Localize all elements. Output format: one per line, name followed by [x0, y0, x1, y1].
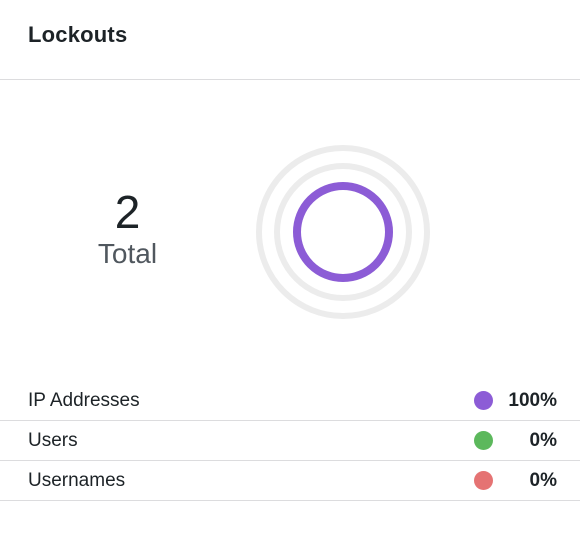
ring-ip-addresses: [293, 182, 393, 282]
legend-dot-usernames-icon: [474, 471, 493, 490]
total-summary: 2 Total: [60, 186, 195, 270]
legend-dot-ip-icon: [474, 391, 493, 410]
legend-dot-users-icon: [474, 431, 493, 450]
ring-track-middle: [274, 163, 412, 301]
legend-percent: 100%: [508, 390, 557, 411]
legend-percent: 0%: [529, 430, 557, 451]
legend-row-ip-addresses: IP Addresses 100%: [0, 381, 580, 421]
ring-track-outer: [256, 145, 430, 319]
legend-percent: 0%: [529, 470, 557, 491]
card-header: Lockouts: [0, 0, 580, 80]
total-value: 2: [114, 186, 141, 238]
legend-label: Usernames: [28, 470, 126, 491]
card-title: Lockouts: [28, 22, 128, 47]
total-label: Total: [97, 238, 158, 269]
lockouts-ring-chart: [256, 145, 430, 319]
legend-row-users: Users 0%: [0, 421, 580, 461]
legend-row-usernames: Usernames 0%: [0, 461, 580, 501]
legend-label: Users: [28, 430, 78, 451]
legend-label: IP Addresses: [28, 390, 140, 411]
ring-usernames: [259, 148, 427, 316]
lockouts-legend: IP Addresses 100% Users 0% Usernames 0%: [0, 381, 580, 501]
